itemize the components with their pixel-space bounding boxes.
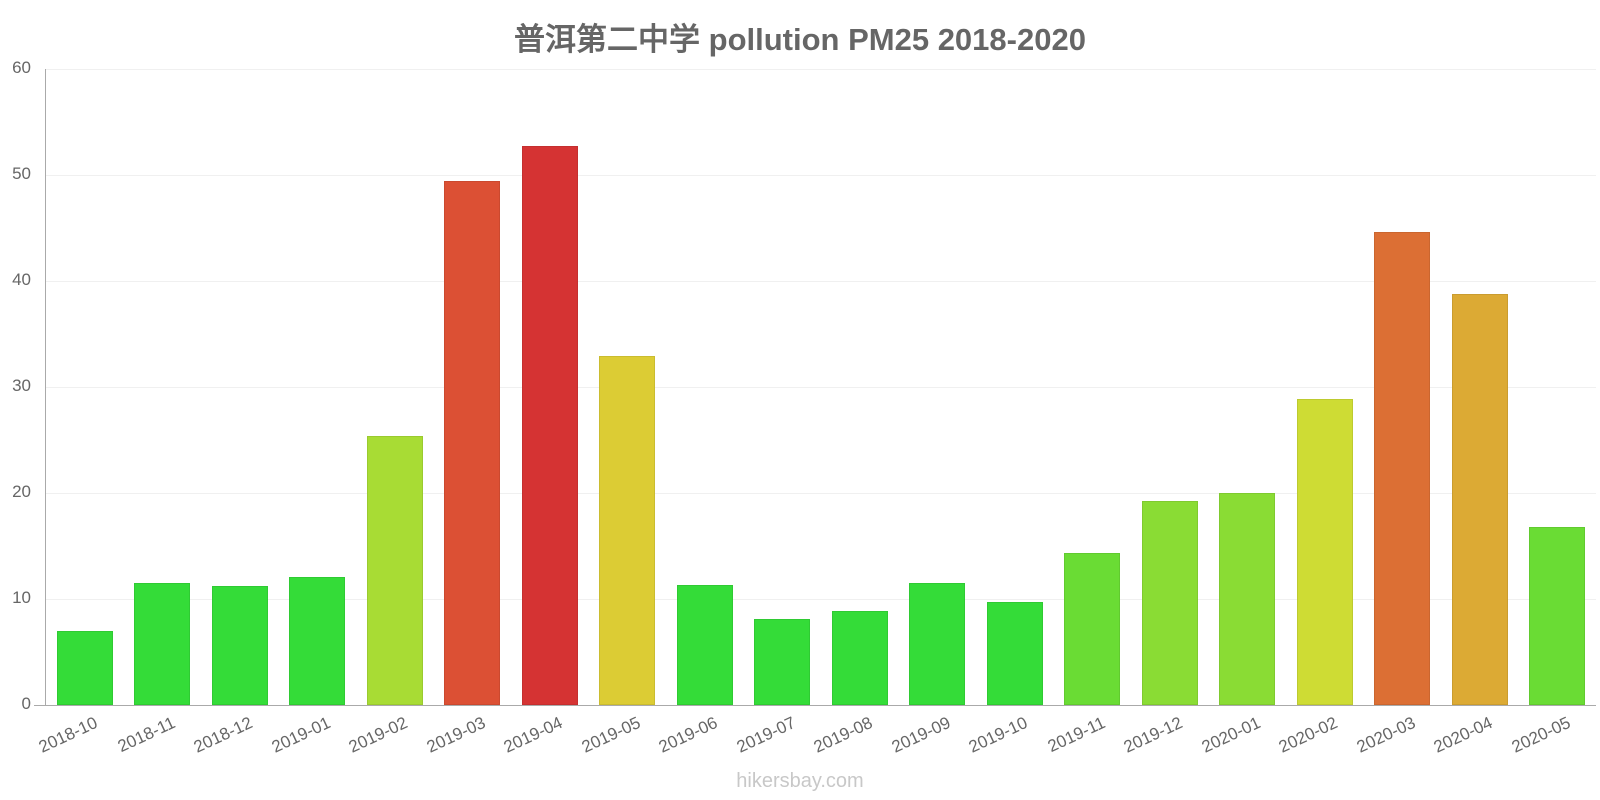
y-tick-label: 10 [12, 588, 31, 607]
x-tick-label: 2018-12 [191, 713, 256, 757]
x-tick-label: 2020-02 [1276, 713, 1341, 757]
bar-2019-11[interactable] [1064, 553, 1121, 705]
x-tick-label: 2019-11 [1044, 713, 1109, 757]
bar-2020-05[interactable] [1529, 526, 1586, 705]
x-tick-label: 2020-03 [1353, 713, 1419, 757]
bar-2020-03[interactable] [1374, 232, 1431, 705]
x-tick-label: 2020-05 [1508, 713, 1574, 757]
bar-2019-06[interactable] [676, 585, 733, 705]
x-tick-label: 2019-08 [811, 713, 876, 757]
bar-2018-11[interactable] [134, 583, 191, 705]
gridline [46, 599, 1596, 600]
bar-2019-07[interactable] [754, 619, 811, 705]
x-tick-label: 2018-10 [36, 713, 101, 757]
x-tick-label: 2020-04 [1431, 713, 1496, 757]
bar-2019-08[interactable] [831, 610, 888, 705]
x-tick-label: 2019-07 [733, 713, 799, 757]
y-tick-label: 30 [12, 376, 31, 395]
x-tick-label: 2019-10 [966, 713, 1031, 757]
bar-2020-02[interactable] [1296, 398, 1353, 705]
x-tick-label: 2019-03 [423, 713, 489, 757]
gridline [46, 281, 1596, 282]
y-tick-label: 50 [12, 164, 31, 183]
x-tick-label: 2019-12 [1121, 713, 1186, 757]
bar-2019-02[interactable] [366, 435, 423, 705]
x-tick-label: 2019-05 [578, 713, 644, 757]
bar-2018-12[interactable] [211, 586, 268, 705]
x-tick-label: 2020-01 [1198, 713, 1264, 757]
chart-title: 普洱第二中学 pollution PM25 2018-2020 [514, 22, 1086, 57]
gridline [46, 387, 1596, 388]
watermark: hikersbay.com [736, 770, 864, 792]
y-tick-label: 0 [21, 694, 31, 713]
y-tick-label: 20 [12, 482, 31, 501]
y-tick-label: 60 [12, 58, 31, 77]
bar-2019-01[interactable] [289, 576, 346, 705]
x-axis-line [34, 705, 1596, 706]
bar-2018-10[interactable] [56, 630, 113, 705]
bar-2019-03[interactable] [444, 181, 501, 705]
x-tick-label: 2019-02 [346, 713, 411, 757]
bar-2020-01[interactable] [1219, 493, 1276, 705]
gridline [46, 493, 1596, 494]
bar-2019-05[interactable] [599, 356, 656, 705]
x-tick-label: 2019-06 [656, 713, 721, 757]
bar-2019-09[interactable] [909, 583, 966, 705]
y-tick-label: 40 [12, 270, 31, 289]
x-tick-label: 2019-01 [268, 713, 334, 757]
y-axis-line [45, 69, 46, 706]
bar-2019-12[interactable] [1141, 501, 1198, 705]
gridline [46, 69, 1596, 70]
gridline [46, 175, 1596, 176]
x-tick-label: 2019-04 [501, 713, 566, 757]
bar-2019-10[interactable] [986, 602, 1043, 705]
bar-2019-04[interactable] [521, 146, 578, 705]
x-tick-label: 2019-09 [888, 713, 954, 757]
x-tick-label: 2018-11 [114, 713, 179, 757]
bar-2020-04[interactable] [1451, 293, 1508, 705]
